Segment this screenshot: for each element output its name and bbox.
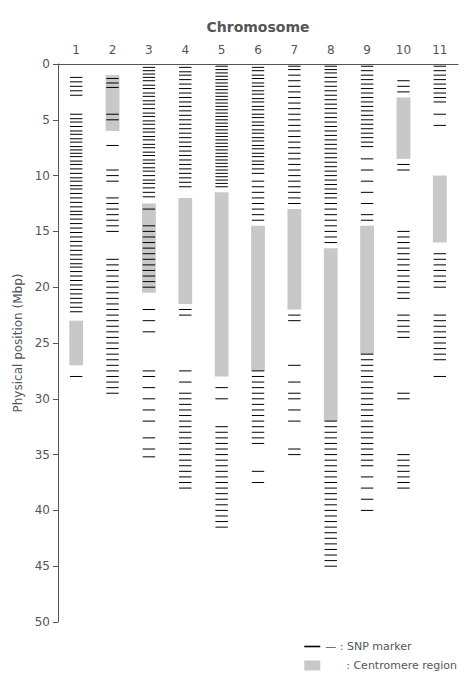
- svg-text:9: 9: [363, 43, 371, 57]
- svg-text:10: 10: [35, 169, 50, 183]
- svg-text:1: 1: [72, 43, 80, 57]
- svg-text:11: 11: [432, 43, 447, 57]
- svg-text:5: 5: [218, 43, 226, 57]
- svg-text:10: 10: [396, 43, 411, 57]
- svg-text:25: 25: [35, 336, 50, 350]
- svg-text:30: 30: [35, 392, 50, 406]
- svg-text:15: 15: [35, 224, 50, 238]
- svg-text:: Centromere region: : Centromere region: [325, 659, 457, 672]
- svg-text:4: 4: [181, 43, 189, 57]
- svg-text:7: 7: [291, 43, 299, 57]
- svg-text:— : SNP marker: — : SNP marker: [325, 640, 412, 653]
- svg-text:6: 6: [254, 43, 262, 57]
- svg-text:Chromosome: Chromosome: [206, 19, 309, 35]
- svg-text:50: 50: [35, 615, 50, 629]
- svg-text:0: 0: [42, 57, 50, 71]
- svg-text:40: 40: [35, 503, 50, 517]
- svg-text:20: 20: [35, 280, 50, 294]
- svg-text:3: 3: [145, 43, 153, 57]
- svg-text:2: 2: [109, 43, 117, 57]
- svg-text:5: 5: [42, 113, 50, 127]
- svg-text:8: 8: [327, 43, 335, 57]
- svg-text:35: 35: [35, 448, 50, 462]
- svg-text:Physical position (Mbp): Physical position (Mbp): [11, 274, 25, 413]
- svg-text:45: 45: [35, 559, 50, 573]
